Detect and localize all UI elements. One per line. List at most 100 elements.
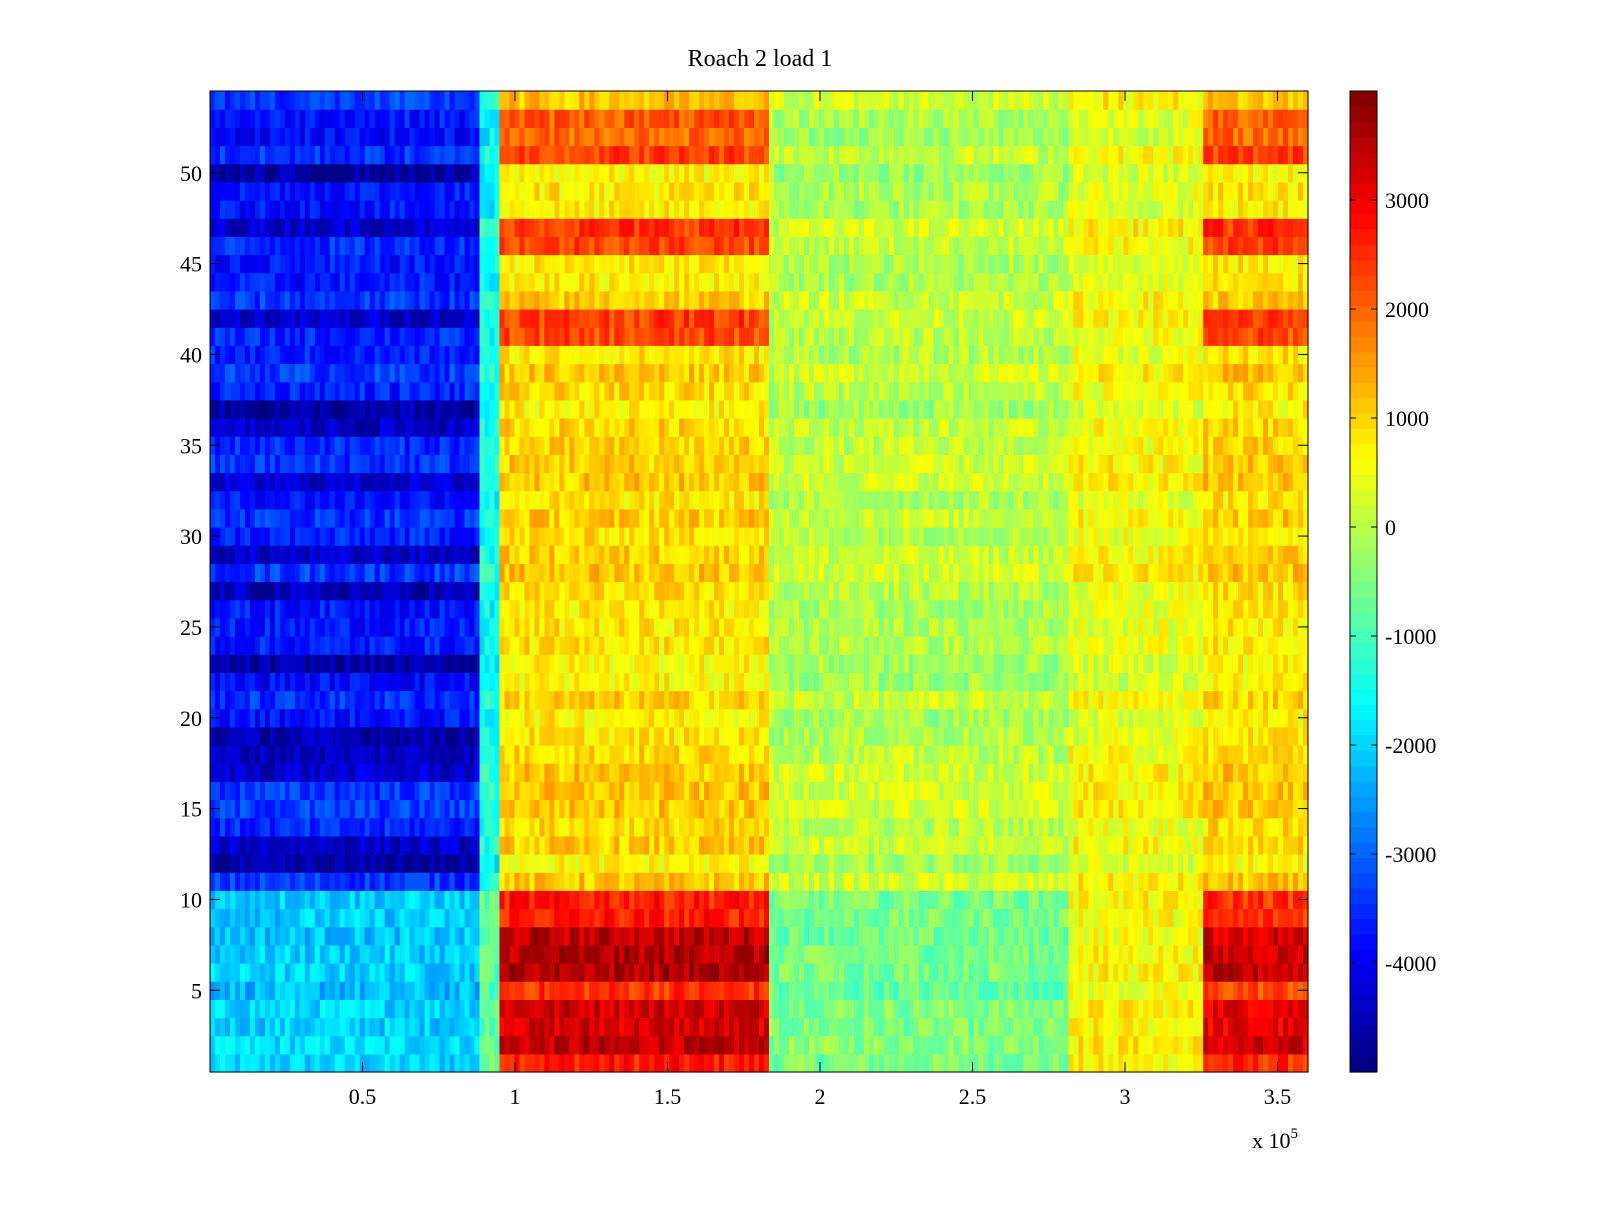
heatmap-cell xyxy=(309,963,316,982)
heatmap-cell xyxy=(389,1053,396,1073)
heatmap-cell xyxy=(674,781,680,801)
heatmap-cell xyxy=(1238,781,1244,801)
heatmap-cell xyxy=(599,745,605,764)
heatmap-cell xyxy=(494,999,501,1019)
heatmap-cell xyxy=(734,872,740,891)
heatmap-cell xyxy=(699,708,705,728)
heatmap-cell xyxy=(838,745,845,764)
heatmap-cell xyxy=(778,1053,785,1073)
heatmap-cell xyxy=(339,654,346,673)
heatmap-cell xyxy=(883,835,890,855)
heatmap-cell xyxy=(394,672,401,692)
heatmap-cell xyxy=(1008,944,1015,964)
heatmap-cell xyxy=(364,999,371,1019)
heatmap-cell xyxy=(1118,963,1124,982)
heatmap-cell xyxy=(993,981,1000,1000)
heatmap-cell xyxy=(339,835,346,855)
heatmap-cell xyxy=(1083,1017,1089,1037)
heatmap-cell xyxy=(759,781,765,801)
heatmap-cell xyxy=(928,690,935,710)
heatmap-cell xyxy=(419,963,426,982)
heatmap-cell xyxy=(279,817,286,837)
heatmap-cell xyxy=(304,726,311,746)
heatmap-cell xyxy=(634,763,640,782)
heatmap-cell xyxy=(1133,1053,1139,1073)
heatmap-cell xyxy=(878,963,885,982)
heatmap-cell xyxy=(724,745,730,764)
heatmap-cell xyxy=(744,926,750,946)
heatmap-cell xyxy=(379,763,386,782)
heatmap-cell xyxy=(1258,890,1264,910)
heatmap-cell xyxy=(224,963,231,982)
heatmap-cell xyxy=(314,745,321,764)
heatmap-cell xyxy=(1038,908,1045,928)
heatmap-cell xyxy=(319,1017,326,1037)
heatmap-cell xyxy=(1253,690,1259,710)
heatmap-cell xyxy=(808,1035,815,1055)
heatmap-cell xyxy=(484,690,491,710)
heatmap-cell xyxy=(649,926,655,946)
heatmap-cell xyxy=(1218,963,1224,982)
heatmap-cell xyxy=(759,1035,765,1055)
heatmap-cell xyxy=(679,854,685,873)
heatmap-cell xyxy=(504,726,511,746)
heatmap-cell xyxy=(1288,690,1294,710)
heatmap-cell xyxy=(324,981,331,1000)
heatmap-cell xyxy=(828,690,835,710)
heatmap-cell xyxy=(369,890,376,910)
heatmap-cell xyxy=(394,1053,401,1073)
heatmap-cell xyxy=(1283,908,1289,928)
heatmap-cell xyxy=(948,763,955,782)
heatmap-cell xyxy=(739,872,745,891)
heatmap-cell xyxy=(1088,781,1094,801)
heatmap-cell xyxy=(833,1017,840,1037)
heatmap-cell xyxy=(1013,908,1020,928)
heatmap-cell xyxy=(1158,926,1164,946)
heatmap-cell xyxy=(933,672,940,692)
heatmap-cell xyxy=(229,781,236,801)
heatmap-cell xyxy=(918,854,925,873)
heatmap-cell xyxy=(679,1053,685,1073)
heatmap-cell xyxy=(599,890,605,910)
heatmap-cell xyxy=(953,745,960,764)
heatmap-cell xyxy=(1053,890,1060,910)
heatmap-cell xyxy=(614,763,620,782)
heatmap-cell xyxy=(299,781,306,801)
heatmap-cell xyxy=(1203,799,1209,819)
heatmap-cell xyxy=(759,926,765,946)
heatmap-cell xyxy=(978,654,985,673)
heatmap-cell xyxy=(369,981,376,1000)
heatmap-cell xyxy=(768,708,775,728)
heatmap-cell xyxy=(604,690,610,710)
heatmap-cell xyxy=(284,908,291,928)
heatmap-cell xyxy=(888,654,895,673)
heatmap-cell xyxy=(664,672,670,692)
heatmap-cell xyxy=(384,872,391,891)
heatmap-cell xyxy=(229,944,236,964)
heatmap-cell xyxy=(524,781,531,801)
heatmap-cell xyxy=(374,763,381,782)
heatmap-cell xyxy=(1213,690,1219,710)
heatmap-cell xyxy=(793,1035,800,1055)
heatmap-cell xyxy=(883,890,890,910)
heatmap-cell xyxy=(414,999,421,1019)
heatmap-cell xyxy=(664,908,670,928)
heatmap-cell xyxy=(1108,672,1114,692)
heatmap-cell xyxy=(249,890,256,910)
heatmap-cell xyxy=(813,781,820,801)
heatmap-cell xyxy=(828,708,835,728)
heatmap-cell xyxy=(714,781,720,801)
heatmap-cell xyxy=(843,1017,850,1037)
heatmap-cell xyxy=(838,1053,845,1073)
heatmap-cell xyxy=(729,963,735,982)
heatmap-cell xyxy=(833,981,840,1000)
heatmap-cell xyxy=(908,1017,915,1037)
heatmap-cell xyxy=(499,944,506,964)
heatmap-cell xyxy=(798,1035,805,1055)
heatmap-cell xyxy=(754,835,760,855)
heatmap-cell xyxy=(1088,708,1094,728)
heatmap-cell xyxy=(1293,944,1299,964)
heatmap-cell xyxy=(569,745,575,764)
heatmap-cell xyxy=(299,872,306,891)
heatmap-cell xyxy=(404,690,411,710)
